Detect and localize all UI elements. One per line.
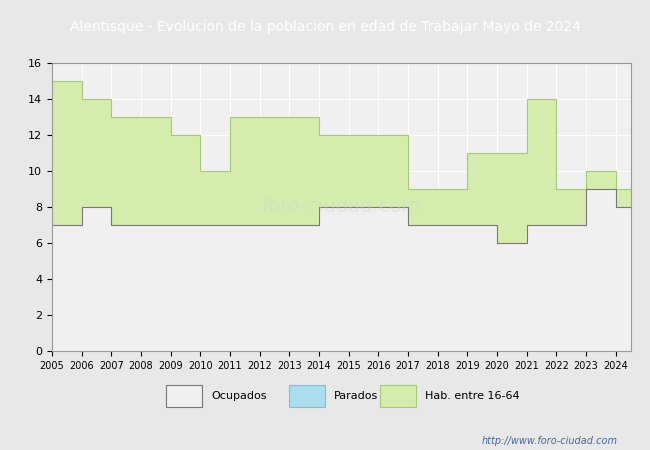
Text: http://www.foro-ciudad.com: http://www.foro-ciudad.com (482, 436, 618, 446)
Text: Ocupados: Ocupados (211, 391, 266, 401)
Text: Alentisque - Evolucion de la poblacion en edad de Trabajar Mayo de 2024: Alentisque - Evolucion de la poblacion e… (70, 20, 580, 34)
FancyBboxPatch shape (166, 385, 202, 407)
FancyBboxPatch shape (380, 385, 416, 407)
Text: foro-ciudad.com: foro-ciudad.com (261, 198, 421, 216)
Text: Hab. entre 16-64: Hab. entre 16-64 (425, 391, 520, 401)
Text: Parados: Parados (334, 391, 378, 401)
FancyBboxPatch shape (289, 385, 325, 407)
